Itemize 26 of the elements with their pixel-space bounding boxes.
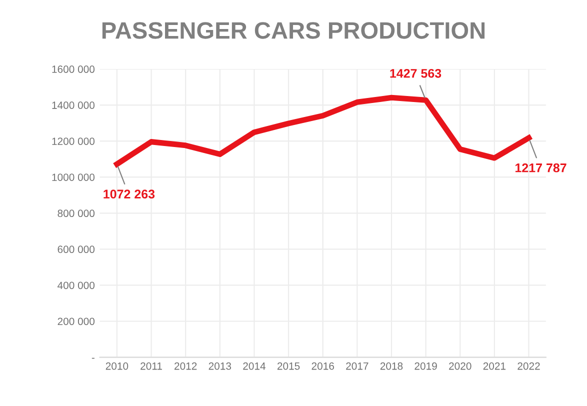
x-tick-label: 2015 (277, 362, 300, 370)
x-tick-label: 2011 (140, 362, 162, 370)
y-tick-label: 1000 000 (52, 174, 95, 181)
x-tick-label: 2020 (449, 362, 472, 370)
y-tick-label: 1400 000 (52, 102, 95, 109)
y-tick-label: 400 000 (58, 282, 95, 290)
x-tick-label: 2012 (174, 362, 197, 370)
x-tick-label: 2022 (518, 362, 540, 370)
y-tick-label: 1200 000 (52, 138, 95, 145)
x-tick-label: 2016 (312, 362, 334, 370)
annotation: 1072 263 (104, 190, 155, 199)
x-tick-label: 2017 (346, 362, 368, 370)
x-tick-label: 2018 (380, 362, 403, 370)
y-tick-label: 800 000 (58, 210, 95, 218)
x-tick-label: 2014 (243, 362, 266, 370)
y-tick-label: 200 000 (58, 318, 95, 326)
x-tick-label: 2021 (483, 362, 506, 370)
y-tick-label: - (92, 358, 94, 359)
y-tick-label: 1600 000 (52, 66, 95, 73)
x-tick-label: 2013 (208, 362, 232, 370)
annotation: 1217 787 (515, 163, 566, 172)
x-tick-label: 2019 (414, 362, 437, 370)
y-tick-label: 600 000 (58, 246, 95, 254)
annotation: 1427 563 (390, 68, 442, 78)
chart-title: PASSENGER CARS PRODUCTION (102, 22, 485, 39)
x-tick-label: 2010 (106, 362, 128, 370)
